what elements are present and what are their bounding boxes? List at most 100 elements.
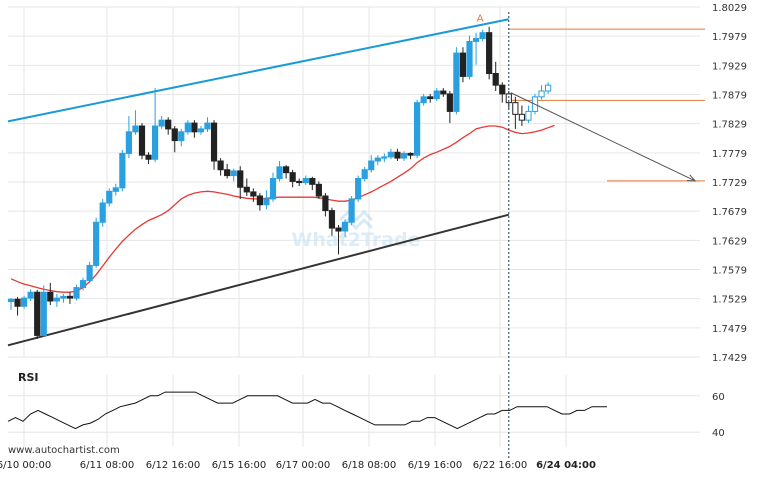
candle-body	[7, 298, 15, 303]
x-tick-label: 6/24 04:00	[536, 460, 596, 471]
y-tick-label: 1.8029	[712, 3, 747, 14]
candle-body	[492, 73, 499, 86]
candle-body	[427, 96, 434, 100]
candle	[381, 153, 388, 163]
candle	[486, 26, 493, 80]
candle-body	[296, 180, 303, 184]
candle	[492, 61, 499, 91]
candle	[512, 96, 519, 129]
candle	[466, 35, 473, 80]
candle-body	[112, 187, 119, 192]
rsi-layer: RSI	[7, 371, 607, 430]
candle-body	[368, 160, 375, 171]
candle-body	[184, 122, 191, 133]
candle-body	[420, 96, 427, 104]
candle-body	[237, 170, 244, 188]
y-tick-label: 1.7679	[712, 207, 747, 218]
candle-body	[230, 170, 237, 177]
rsi-label: RSI	[18, 371, 39, 384]
candle	[224, 163, 231, 179]
candle-body	[512, 102, 519, 115]
y-tick-label: 1.7729	[712, 178, 747, 189]
candle-body	[138, 125, 146, 156]
candle-body	[119, 152, 126, 189]
y-tick-label: 1.7979	[712, 32, 747, 43]
candle-layer	[7, 26, 552, 339]
candle	[459, 47, 467, 83]
candle-body	[93, 221, 100, 266]
candle-body	[289, 172, 296, 182]
watermark-layer: What2Trade	[291, 209, 421, 251]
candle-body	[66, 295, 74, 299]
candle-body	[348, 198, 355, 223]
x-tick-label: 6/18 08:00	[342, 460, 396, 471]
candle	[204, 117, 211, 132]
candle-body	[381, 156, 388, 159]
candle	[125, 116, 133, 159]
candle	[518, 105, 525, 126]
candle	[302, 175, 309, 185]
candle	[433, 88, 440, 101]
candle-body	[394, 151, 401, 159]
candle-body	[79, 280, 87, 289]
candle-body	[322, 195, 329, 212]
candle-body	[27, 291, 34, 299]
candle	[243, 178, 250, 196]
candle	[152, 88, 159, 163]
candle	[538, 85, 545, 100]
candle	[525, 105, 532, 124]
candle-body	[335, 227, 342, 232]
x-tick-label: 6/11 08:00	[80, 460, 134, 471]
candle	[355, 175, 362, 202]
candle	[296, 178, 303, 187]
candle	[283, 165, 290, 179]
candle-body	[518, 113, 525, 121]
candle-body	[60, 295, 67, 299]
candle-body	[276, 166, 283, 179]
candle-body	[106, 190, 113, 204]
candle	[79, 277, 87, 291]
site-watermark: www.autochartist.com	[8, 445, 120, 456]
x-tick-label: 6/22 16:00	[473, 460, 527, 471]
candle	[112, 183, 119, 196]
candle-body	[165, 119, 172, 130]
candle-body	[256, 195, 263, 206]
candle-body	[224, 169, 231, 177]
candle	[472, 32, 480, 65]
arrow-layer	[510, 92, 697, 182]
candle	[99, 198, 106, 227]
y-tick-label: 1.7479	[712, 324, 747, 335]
candle-body	[283, 166, 290, 174]
candle	[158, 116, 165, 129]
candle-body	[414, 102, 421, 156]
candle-body	[486, 32, 493, 74]
candle-body	[309, 178, 316, 185]
candle	[361, 166, 368, 182]
candle	[191, 120, 198, 138]
candle	[138, 123, 146, 160]
candle	[309, 176, 316, 191]
candle-body	[99, 202, 106, 223]
candle	[368, 155, 375, 173]
candle-body	[73, 287, 80, 299]
candle	[440, 88, 447, 97]
candle	[341, 219, 349, 237]
candle	[66, 292, 74, 304]
axis-layer: 1.8029 1.7979 1.7929 1.7879 1.7829 1.7779 1.77…	[0, 3, 747, 471]
candle	[374, 155, 381, 166]
candle-body	[243, 186, 250, 193]
candle	[184, 120, 191, 135]
candle-body	[191, 122, 198, 133]
channel-lower-line	[7, 213, 510, 347]
candle	[21, 295, 28, 309]
candle	[263, 190, 270, 210]
channel-layer	[7, 18, 510, 347]
candle-body	[466, 40, 473, 77]
candle	[145, 152, 152, 164]
candle	[217, 158, 224, 176]
candle	[335, 225, 342, 255]
candle-body	[479, 32, 486, 40]
candle-body	[446, 93, 453, 112]
